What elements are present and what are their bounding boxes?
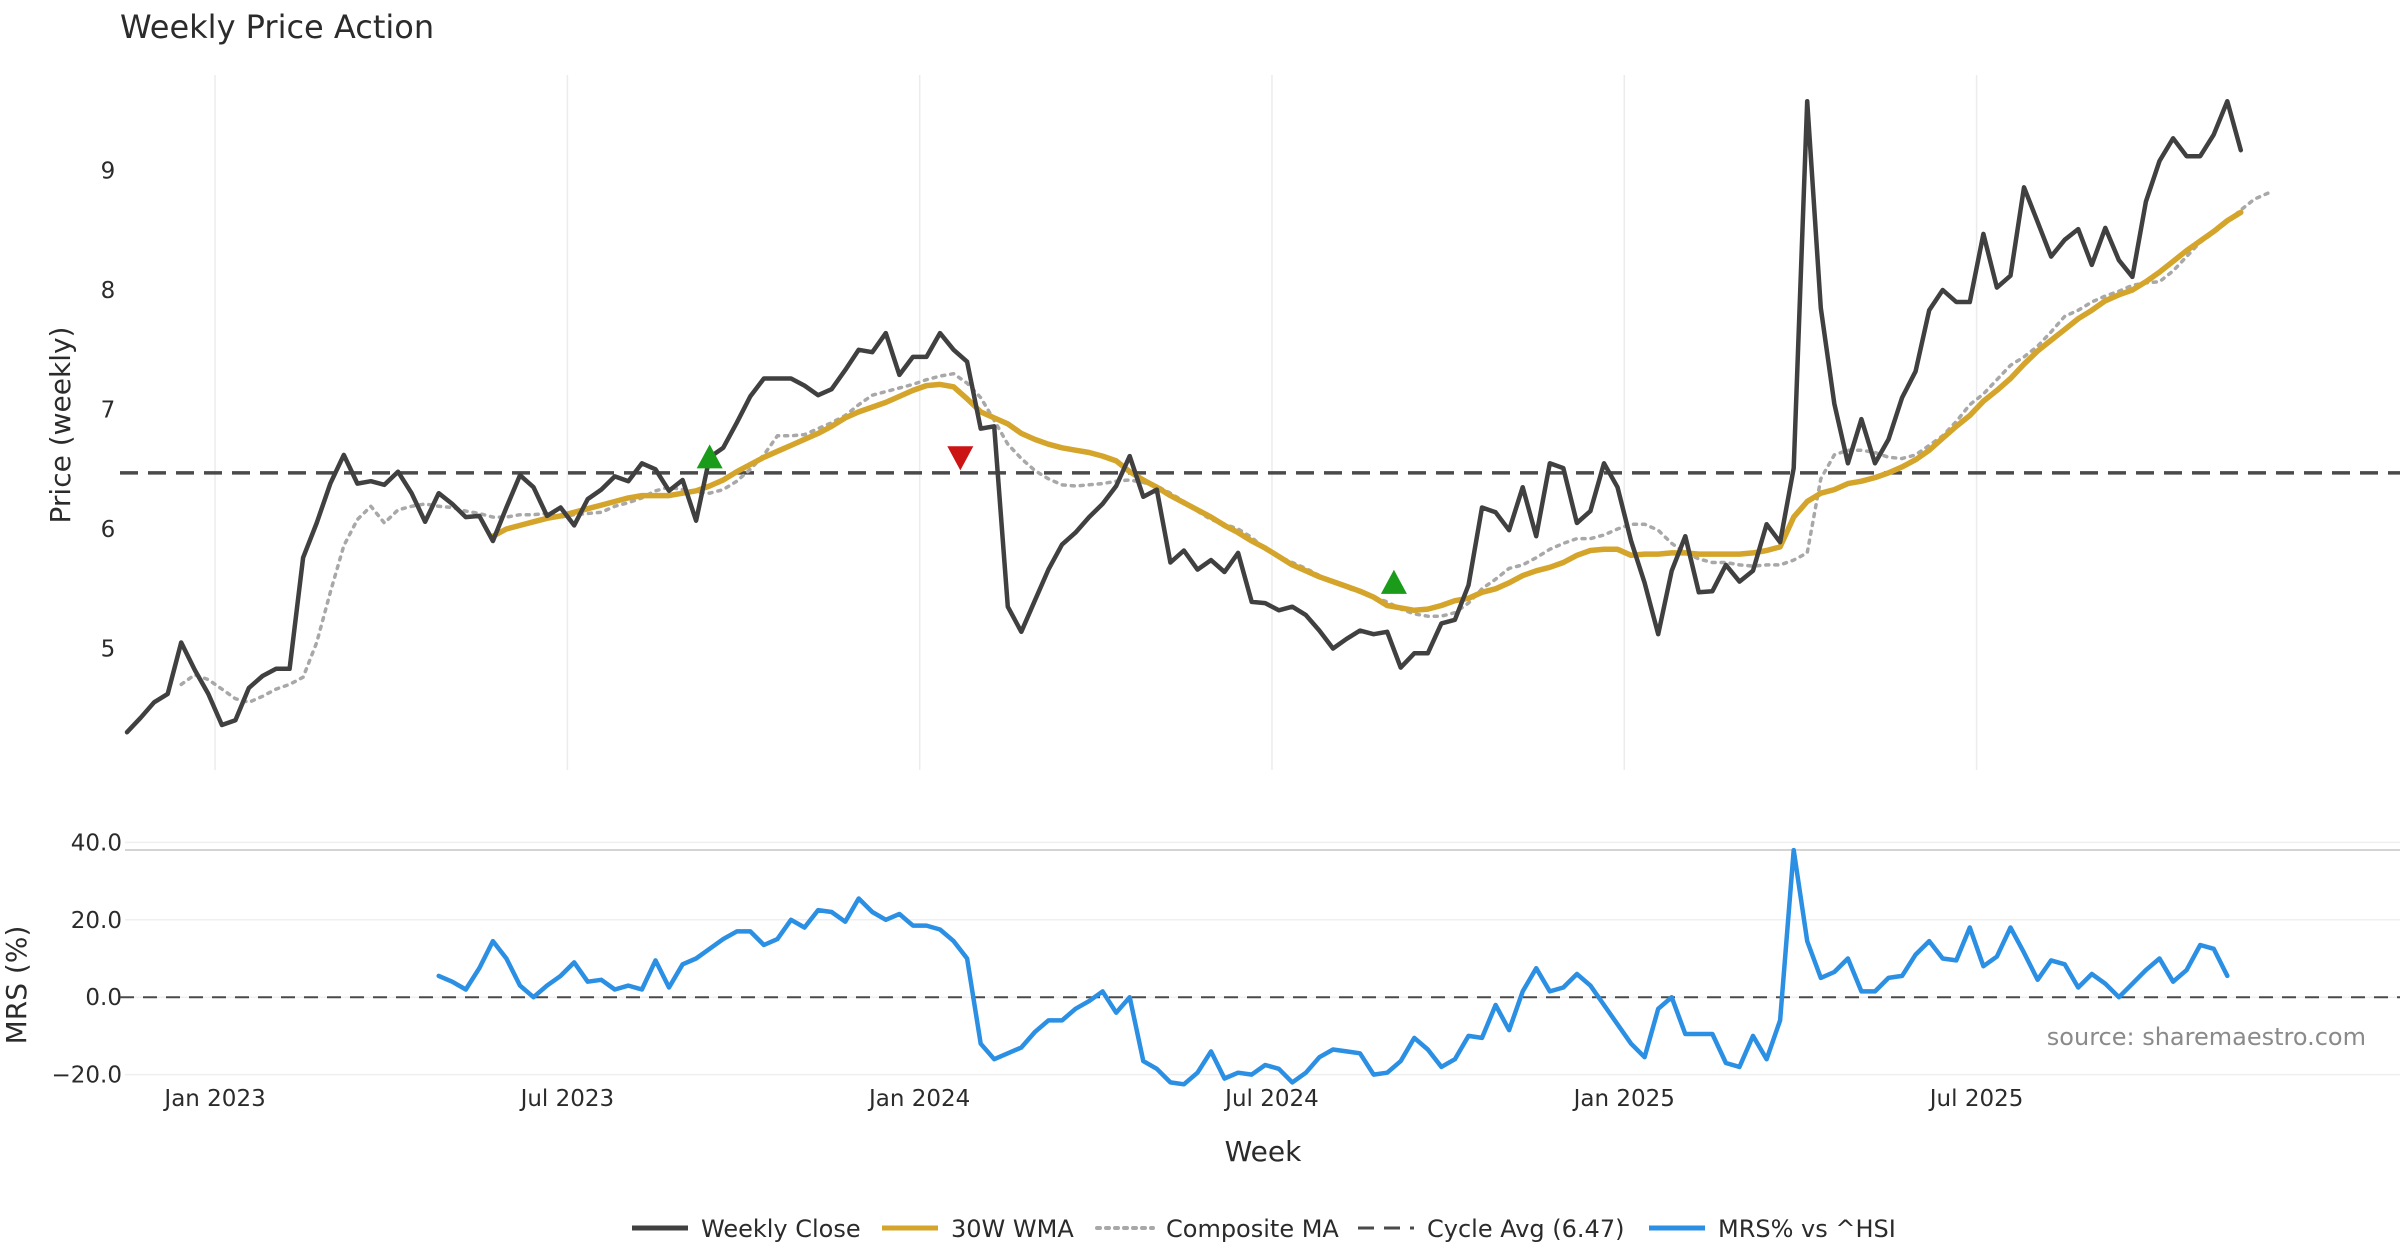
mrs-y-axis-label: MRS (%) (0, 926, 33, 1045)
mrs-gridlines (125, 841, 2400, 1076)
chart-legend: Weekly Close 30W WMA Composite MA Cycle Avg… (632, 1215, 1896, 1243)
mrs-line (436, 847, 2230, 1087)
composite-ma-line (179, 191, 2270, 705)
mrs-y-axis: 40.0 20.0 0.0 −20.0 (52, 830, 122, 1088)
legend-label: Composite MA (1166, 1215, 1339, 1243)
mrs-y-tick: 0.0 (85, 985, 122, 1011)
price-y-tick: 9 (101, 159, 116, 185)
x-tick-label: Jul 2023 (519, 1086, 615, 1112)
wma-line (490, 209, 2244, 614)
x-tick-label: Jan 2025 (1572, 1086, 1675, 1112)
legend-item: Weekly Close (632, 1215, 861, 1243)
legend-item: 30W WMA (882, 1215, 1074, 1243)
legend-item: Cycle Avg (6.47) (1358, 1215, 1624, 1243)
buy-signal-marker (696, 444, 723, 469)
x-tick-label: Jul 2024 (1223, 1086, 1319, 1112)
x-tick-label: Jan 2023 (162, 1086, 265, 1112)
sell-signal-marker (947, 446, 974, 471)
price-y-tick: 7 (101, 398, 116, 424)
legend-item: Composite MA (1095, 1215, 1339, 1243)
legend-item: MRS% vs ^HSI (1649, 1215, 1896, 1243)
price-gridlines (214, 75, 1978, 770)
x-tick-label: Jan 2024 (867, 1086, 970, 1112)
mrs-y-tick: 40.0 (71, 830, 122, 856)
price-y-tick: 5 (101, 637, 116, 663)
chart-title: Weekly Price Action (120, 8, 434, 46)
x-axis-label: Week (1225, 1135, 1302, 1168)
x-axis: Jan 2023 Jul 2023 Jan 2024 Jul 2024 Jan 2025… (162, 1086, 2023, 1112)
mrs-y-tick: −20.0 (52, 1063, 122, 1089)
mrs-plot-area (120, 847, 2400, 1087)
price-y-tick: 8 (101, 278, 116, 304)
price-plot-area (120, 98, 2400, 735)
price-y-axis: 5 6 7 8 9 (101, 159, 116, 663)
x-tick-label: Jul 2025 (1928, 1086, 2024, 1112)
mrs-y-tick: 20.0 (71, 908, 122, 934)
legend-label: Weekly Close (701, 1215, 861, 1243)
legend-label: MRS% vs ^HSI (1718, 1215, 1896, 1243)
buy-signal-marker (1380, 569, 1407, 594)
legend-label: 30W WMA (951, 1215, 1074, 1243)
legend-label: Cycle Avg (6.47) (1427, 1215, 1624, 1243)
weekly-close-line (124, 98, 2244, 735)
price-y-axis-label: Price (weekly) (44, 327, 77, 524)
price-y-tick: 6 (101, 517, 116, 543)
source-label: source: sharemaestro.com (2047, 1023, 2366, 1051)
